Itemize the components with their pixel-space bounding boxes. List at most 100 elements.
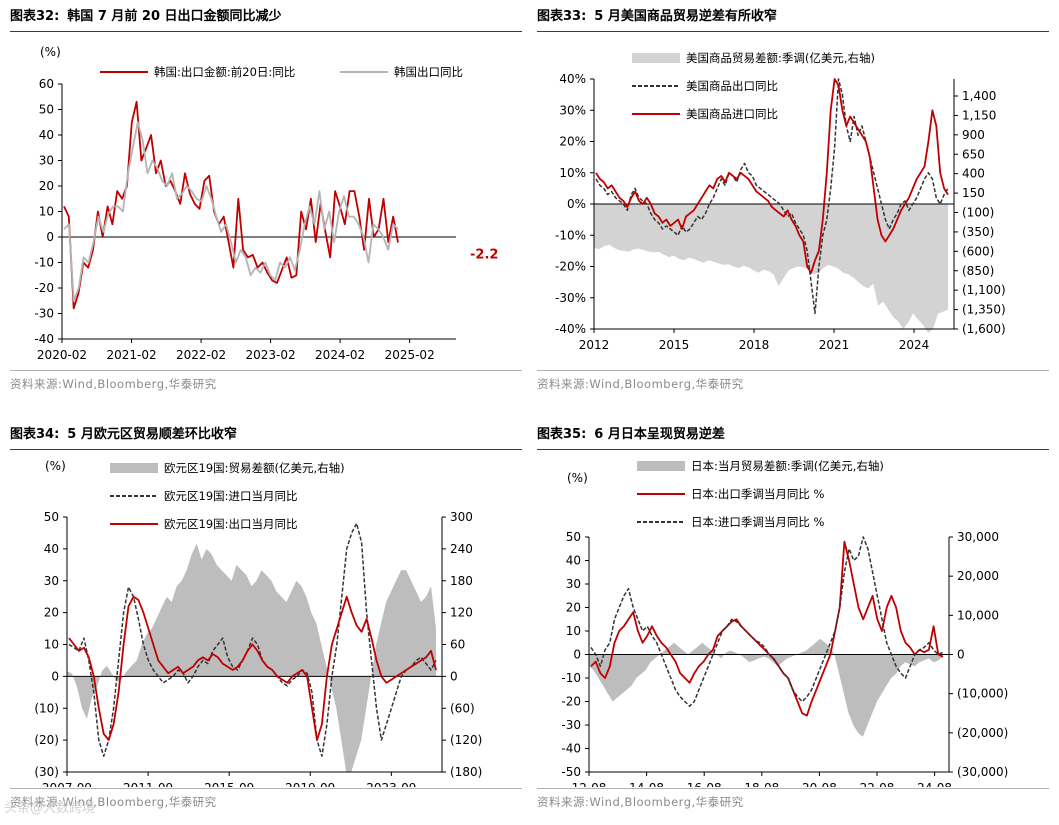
y-tick-label: 30 xyxy=(566,577,581,591)
y-tick-label: -20 xyxy=(34,281,54,295)
y-tick-label: 10 xyxy=(44,638,59,652)
y2-tick-label: (1,350) xyxy=(962,303,1006,317)
y2-tick-label: 150 xyxy=(962,186,985,200)
figure-number: 图表34: xyxy=(10,427,60,442)
legend-label: 韩国出口同比 xyxy=(394,65,463,79)
y2-tick-label: 180 xyxy=(450,574,473,588)
figure-title: 5 月欧元区贸易顺差环比收窄 xyxy=(67,427,237,442)
panel-title: 图表34: 5 月欧元区贸易顺差环比收窄 xyxy=(10,422,237,448)
y-tick-label: 0 xyxy=(51,669,59,683)
y2-tick-label: (60) xyxy=(450,701,475,715)
y2-tick-label: 0 xyxy=(450,669,458,683)
x-tick-label: 22-08 xyxy=(860,781,895,787)
y-tick-label: -40 xyxy=(561,742,581,756)
line-series-1 xyxy=(595,78,949,274)
x-tick-label: 2011-09 xyxy=(123,781,173,787)
y2-tick-label: 120 xyxy=(450,606,473,620)
x-tick-label: 2021 xyxy=(819,338,850,352)
y-tick-label: -10 xyxy=(561,671,581,685)
figure-title: 6 月日本呈现贸易逆差 xyxy=(594,427,725,442)
figure-title: 韩国 7 月前 20 日出口金额同比减少 xyxy=(67,9,282,24)
line-series-0 xyxy=(595,78,949,315)
line-series-0 xyxy=(590,540,944,717)
y-unit-label: (%) xyxy=(45,459,66,473)
x-tick-label: 2021-02 xyxy=(106,348,156,362)
y2-tick-label: 0 xyxy=(957,648,965,662)
line-series-1 xyxy=(63,121,399,302)
title-rule xyxy=(10,31,522,32)
y-tick-label: -30% xyxy=(555,291,586,305)
x-tick-label: 2023-02 xyxy=(246,348,296,362)
y-unit-label: (%) xyxy=(40,45,61,59)
y2-tick-label: 20,000 xyxy=(957,569,999,583)
chart-korea-exports: 60 50 40 30 20 10 0 -10 -20 -30 -40 2020-02 2021-02 2… xyxy=(34,45,498,362)
y-tick-label: 50 xyxy=(39,103,54,117)
y-unit-label: (%) xyxy=(567,471,588,485)
legend-label: 日本:出口季调当月同比 % xyxy=(691,487,825,501)
panel-japan-trade: 图表35: 6 月日本呈现贸易逆差 50 40 30 20 10 0 -10 -20 -30 -40… xyxy=(537,422,1049,822)
x-tick-label: 2012 xyxy=(579,338,610,352)
legend-label: 日本:当月贸易差额:季调(亿美元,右轴) xyxy=(691,459,884,473)
y-tick-label: 0 xyxy=(46,230,54,244)
line-series-1 xyxy=(68,595,437,741)
area-series-trade-balance xyxy=(67,543,436,772)
legend-swatch xyxy=(632,53,680,63)
figure-number: 图表35: xyxy=(537,427,587,442)
y-tick-label: 20% xyxy=(559,135,586,149)
line-series-0 xyxy=(68,522,437,757)
y-tick-label: 40 xyxy=(566,554,581,568)
x-tick-label: 2015 xyxy=(659,338,690,352)
x-tick-label: 2007-09 xyxy=(42,781,92,787)
y2-tick-label: (600) xyxy=(962,244,994,258)
y-tick-label: (30) xyxy=(34,765,59,779)
y-tick-label: -10% xyxy=(555,228,586,242)
y-tick-label: (20) xyxy=(34,733,59,747)
y-tick-label: 20 xyxy=(566,601,581,615)
legend-label: 日本:进口季调当月同比 % xyxy=(691,515,825,529)
line-series-0 xyxy=(63,100,399,310)
y-tick-label: 60 xyxy=(39,77,54,91)
x-tick-label: 2024-02 xyxy=(315,348,365,362)
x-tick-label: 2023-09 xyxy=(366,781,416,787)
y2-tick-label: (180) xyxy=(450,765,482,779)
figure-number: 图表33: xyxy=(537,9,587,24)
y-tick-label: 50 xyxy=(566,530,581,544)
x-tick-label: 2018 xyxy=(739,338,770,352)
source-rule xyxy=(537,370,1049,371)
x-tick-label: 2022-02 xyxy=(176,348,226,362)
x-tick-label: 2025-02 xyxy=(385,348,435,362)
y2-tick-label: (850) xyxy=(962,264,994,278)
y2-tick-label: (1,600) xyxy=(962,322,1006,336)
y2-tick-label: 650 xyxy=(962,147,985,161)
y-tick-label: (10) xyxy=(34,701,59,715)
y2-tick-label: 900 xyxy=(962,128,985,142)
panel-title: 图表32: 韩国 7 月前 20 日出口金额同比减少 xyxy=(10,4,282,30)
source-rule xyxy=(10,788,522,789)
y2-tick-label: 400 xyxy=(962,167,985,181)
y2-tick-label: (30,000) xyxy=(957,765,1008,779)
x-tick-label: 16-08 xyxy=(687,781,722,787)
end-value-label: -2.2 xyxy=(470,248,498,263)
source-rule xyxy=(537,788,1049,789)
legend-label: 欧元区19国:出口当月同比 xyxy=(164,517,298,531)
y-tick-label: 0 xyxy=(573,648,581,662)
title-rule xyxy=(537,449,1049,450)
y-tick-label: 20 xyxy=(39,179,54,193)
y-tick-label: -30 xyxy=(561,718,581,732)
panel-title: 图表35: 6 月日本呈现贸易逆差 xyxy=(537,422,725,448)
chart-us-trade: 40% 30% 20% 10% 0% -10% -20% -30% -40% 1,400 1,150… xyxy=(555,51,1006,352)
figure-title: 5 月美国商品贸易逆差有所收窄 xyxy=(594,9,777,24)
y2-tick-label: (120) xyxy=(450,733,482,747)
x-tick-label: 12-08 xyxy=(572,781,607,787)
chart-japan-trade: 50 40 30 20 10 0 -10 -20 -30 -40 -50 30,000 20,000 10… xyxy=(561,459,1008,787)
source-note: 资料来源:Wind,Bloomberg,华泰研究 xyxy=(10,795,217,809)
title-rule xyxy=(537,31,1049,32)
y-tick-label: -40 xyxy=(34,332,54,346)
y-tick-label: 30 xyxy=(39,154,54,168)
y-tick-label: 50 xyxy=(44,510,59,524)
y-tick-label: -40% xyxy=(555,322,586,336)
y-tick-label: 10 xyxy=(566,624,581,638)
y-tick-label: 0% xyxy=(567,197,586,211)
legend-label: 美国商品进口同比 xyxy=(686,107,778,121)
legend-label: 韩国:出口金额:前20日:同比 xyxy=(154,65,295,79)
